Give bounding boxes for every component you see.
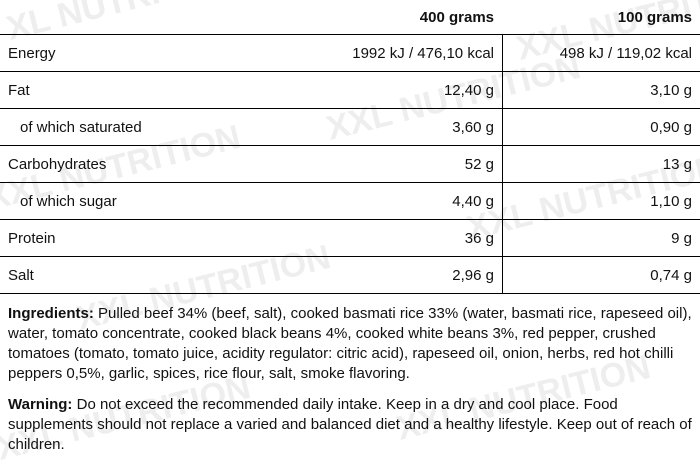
value-400g: 2,96 g bbox=[248, 256, 503, 294]
value-100g: 9 g bbox=[502, 219, 700, 257]
nutrition-document: 400 grams 100 grams Energy 1992 kJ / 476… bbox=[0, 0, 700, 455]
ingredients-label: Ingredients: bbox=[8, 305, 94, 322]
value-100g: 0,74 g bbox=[502, 256, 700, 294]
table-row: Protein 36 g 9 g bbox=[0, 219, 700, 257]
header-label-cell bbox=[0, 0, 248, 35]
row-label: Salt bbox=[0, 256, 248, 294]
table-row: of which sugar 4,40 g 1,10 g bbox=[0, 182, 700, 220]
value-400g: 36 g bbox=[248, 219, 503, 257]
table-header-row: 400 grams 100 grams bbox=[0, 0, 700, 35]
ingredients-paragraph: Ingredients: Pulled beef 34% (beef, salt… bbox=[0, 304, 700, 384]
header-100-grams: 100 grams bbox=[502, 0, 700, 35]
row-label: Fat bbox=[0, 71, 248, 109]
row-label: Protein bbox=[0, 219, 248, 257]
value-400g: 3,60 g bbox=[248, 108, 503, 146]
ingredients-text: Pulled beef 34% (beef, salt), cooked bas… bbox=[8, 305, 692, 382]
warning-paragraph: Warning: Do not exceed the recommended d… bbox=[0, 395, 700, 455]
value-100g: 13 g bbox=[502, 145, 700, 183]
header-400-grams: 400 grams bbox=[248, 0, 503, 35]
value-100g: 3,10 g bbox=[502, 71, 700, 109]
value-400g: 52 g bbox=[248, 145, 503, 183]
warning-text: Do not exceed the recommended daily inta… bbox=[8, 396, 692, 453]
table-row: Carbohydrates 52 g 13 g bbox=[0, 145, 700, 183]
value-100g: 0,90 g bbox=[502, 108, 700, 146]
warning-label: Warning: bbox=[8, 396, 73, 413]
nutrition-table: 400 grams 100 grams Energy 1992 kJ / 476… bbox=[0, 0, 700, 294]
table-row: Energy 1992 kJ / 476,10 kcal 498 kJ / 11… bbox=[0, 34, 700, 72]
value-400g: 4,40 g bbox=[248, 182, 503, 220]
value-400g: 12,40 g bbox=[248, 71, 503, 109]
table-row: Fat 12,40 g 3,10 g bbox=[0, 71, 700, 109]
value-100g: 498 kJ / 119,02 kcal bbox=[502, 34, 700, 72]
table-row: Salt 2,96 g 0,74 g bbox=[0, 256, 700, 294]
row-label: Carbohydrates bbox=[0, 145, 248, 183]
row-label: of which saturated bbox=[0, 108, 248, 146]
value-100g: 1,10 g bbox=[502, 182, 700, 220]
row-label: of which sugar bbox=[0, 182, 248, 220]
table-row: of which saturated 3,60 g 0,90 g bbox=[0, 108, 700, 146]
value-400g: 1992 kJ / 476,10 kcal bbox=[248, 34, 503, 72]
row-label: Energy bbox=[0, 34, 248, 72]
